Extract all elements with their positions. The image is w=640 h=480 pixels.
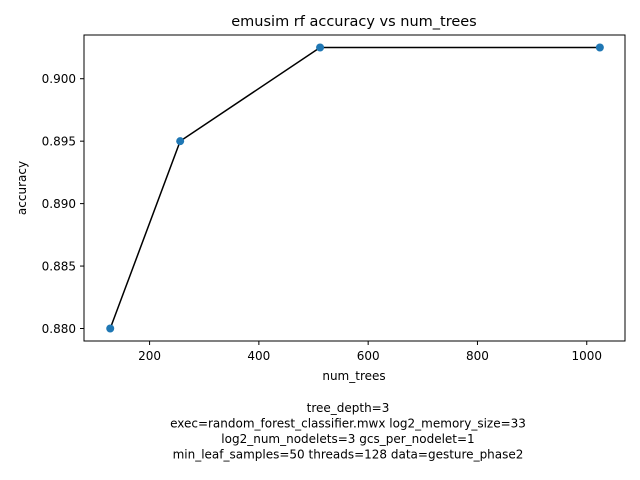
data-point <box>106 324 115 333</box>
x-tick-label: 400 <box>247 349 270 363</box>
x-axis-label: num_trees <box>322 369 385 383</box>
chart-title: emusim rf accuracy vs num_trees <box>231 14 476 30</box>
x-tick-label: 200 <box>138 349 161 363</box>
y-tick-label: 0.890 <box>42 197 76 211</box>
parameter-annotation: tree_depth=3 exec=random_forest_classifie… <box>170 401 526 462</box>
data-point <box>316 43 325 52</box>
annotation-line: exec=random_forest_classifier.mwx log2_m… <box>170 417 526 431</box>
x-tick-label: 600 <box>357 349 380 363</box>
y-tick-label: 0.895 <box>42 135 76 149</box>
y-tick-label: 0.900 <box>42 72 76 86</box>
data-point <box>176 137 185 146</box>
data-point <box>595 43 604 52</box>
series-line <box>109 46 600 329</box>
plot-area <box>83 34 626 342</box>
x-tick-label: 1000 <box>571 349 602 363</box>
y-tick-label: 0.880 <box>42 322 76 336</box>
y-axis: 0.880 0.885 0.890 0.895 0.900 <box>42 72 84 336</box>
y-tick-label: 0.885 <box>42 260 76 274</box>
y-axis-label: accuracy <box>15 161 29 215</box>
x-tick-label: 800 <box>466 349 489 363</box>
data-series <box>106 43 604 333</box>
annotation-line: min_leaf_samples=50 threads=128 data=ges… <box>173 448 524 462</box>
x-axis: 200 400 600 800 1000 <box>138 341 602 363</box>
annotation-line: log2_num_nodelets=3 gcs_per_nodelet=1 <box>221 432 474 446</box>
annotation-line: tree_depth=3 <box>307 401 390 415</box>
